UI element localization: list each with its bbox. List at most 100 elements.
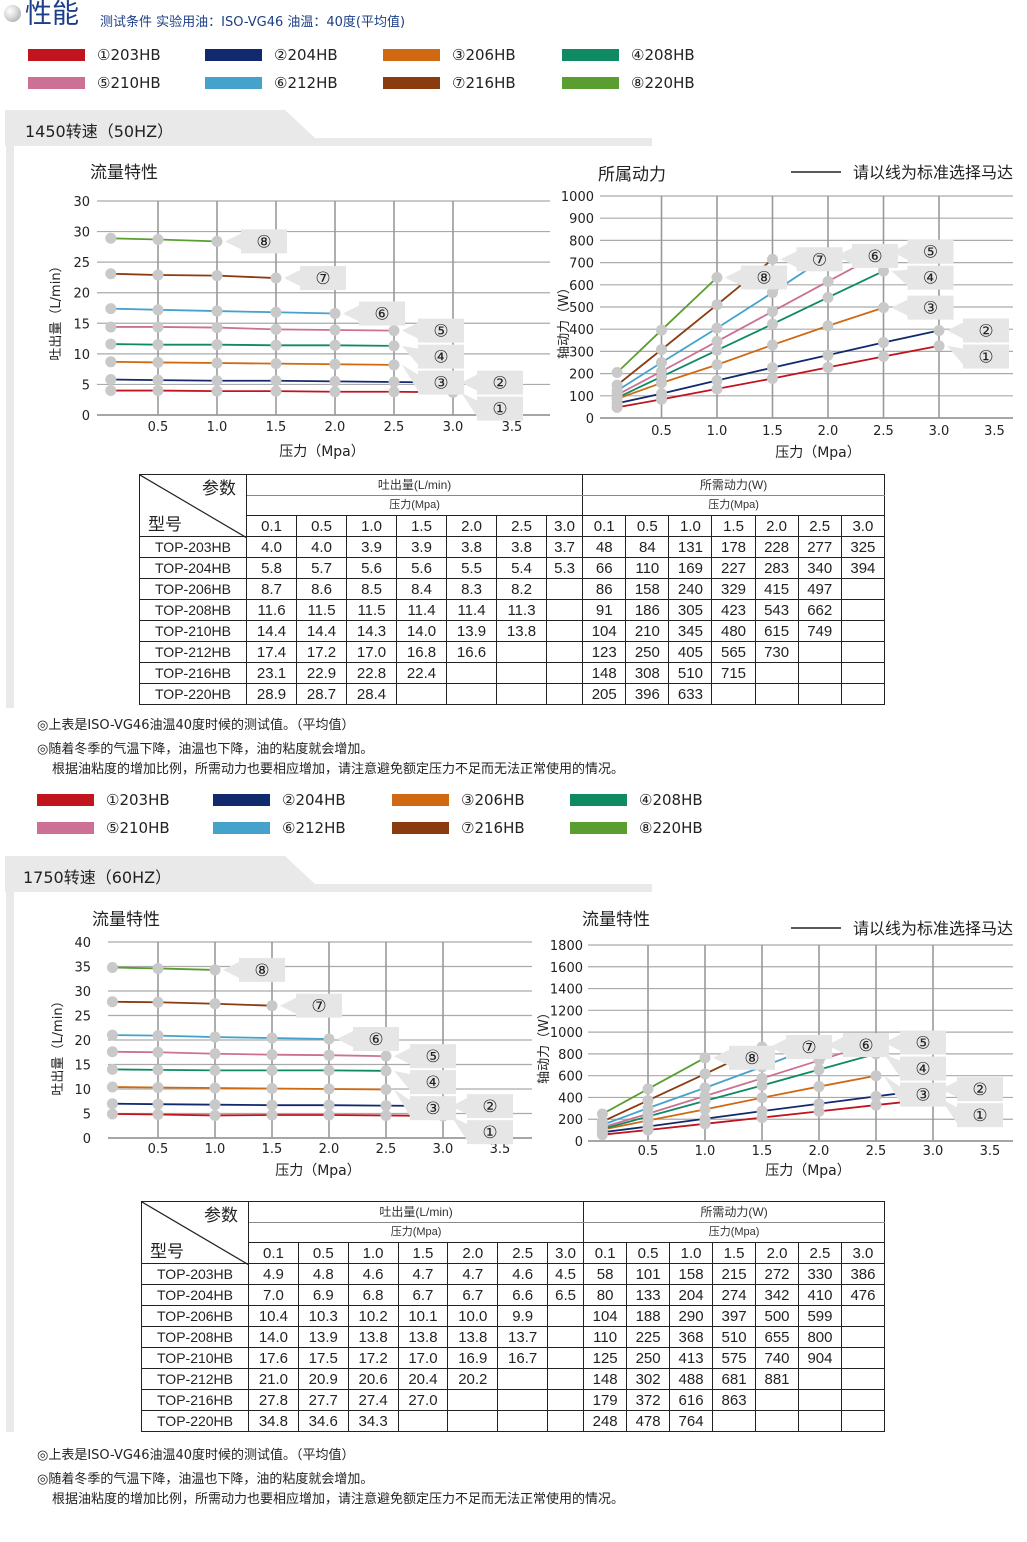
flow-cell: 17.2 <box>296 641 347 663</box>
power-cell: 179 <box>583 1389 628 1411</box>
pressure-column-header: 2.5 <box>497 1242 549 1264</box>
data-point <box>870 1099 882 1111</box>
data-point <box>106 1108 118 1120</box>
callout-number: ① <box>492 400 507 420</box>
series-callout: ③ <box>394 1089 456 1121</box>
table-row: TOP-204HB 7.0 6.9 6.8 6.7 6.7 6.6 6.5 80 133 204 27… <box>141 1284 886 1306</box>
series-line-5 <box>616 250 884 396</box>
flow-chart-50hz: 0 5 10 15 20 25 30 30 0.5 1.0 1.5 2.0 2.5 3.0 3.5 流量特性压… <box>49 163 550 460</box>
data-point <box>266 1099 278 1111</box>
flow-cell: 28.9 <box>246 683 297 705</box>
data-point <box>767 305 778 317</box>
flow-cell: 13.9 <box>446 620 497 642</box>
series-callout: ⑦ <box>284 266 346 291</box>
power-chart-50hz: 0 100 200 300 400 500 600 700 800 900 1000 0.5 1.0 1.… <box>557 163 1013 461</box>
data-point <box>266 1049 278 1061</box>
power-cell <box>797 641 842 663</box>
legend-item: ②204HB <box>213 791 346 809</box>
footnote: ◎上表是ISO-VG46油温40度时候的测试值。（平均值） <box>37 718 355 733</box>
power-cell: 277 <box>797 536 842 558</box>
table-row: TOP-206HB 10.4 10.3 10.2 10.1 10.0 9.9 104 188 29… <box>141 1305 886 1327</box>
callout-number: ② <box>972 1080 987 1100</box>
table-row: TOP-203HB 4.9 4.8 4.6 4.7 4.7 4.6 4.5 58 101 158 21… <box>141 1263 886 1285</box>
power-cell: 84 <box>625 536 670 558</box>
x-tick-label: 0.5 <box>148 1142 169 1157</box>
series-line-5 <box>110 326 395 332</box>
flow-cell: 22.4 <box>396 662 447 684</box>
power-cell: 615 <box>754 620 799 642</box>
table-row: TOP-208HB 11.6 11.5 11.5 11.4 11.4 11.3 91 186 30… <box>139 599 886 621</box>
series-callout: ④ <box>884 1053 946 1081</box>
flow-cell: 27.7 <box>297 1389 349 1411</box>
flow-cell: 11.4 <box>396 599 447 621</box>
power-cell: 881 <box>755 1368 799 1390</box>
power-cell: 250 <box>626 1347 671 1369</box>
power-cell <box>711 683 756 705</box>
power-cell: 655 <box>755 1326 799 1348</box>
data-point <box>380 1050 392 1062</box>
power-cell: 368 <box>669 1326 714 1348</box>
legend-label: ⑧220HB <box>639 819 703 837</box>
pressure-column-header: 1.0 <box>668 515 713 537</box>
data-point <box>266 1109 278 1121</box>
power-cell: 715 <box>711 662 756 684</box>
y-tick-label: 10 <box>74 1083 91 1098</box>
data-point <box>209 1082 221 1094</box>
data-point <box>209 1099 221 1111</box>
flow-cell <box>545 683 584 705</box>
model-cell: TOP-206HB <box>141 1305 249 1327</box>
flow-cell <box>446 683 497 705</box>
chart-title: 流量特性 <box>90 163 158 183</box>
flow-cell: 3.8 <box>496 536 547 558</box>
power-cell: 148 <box>582 662 627 684</box>
flow-cell <box>545 578 584 600</box>
data-point <box>270 385 282 397</box>
y-tick-label: 1000 <box>561 190 594 205</box>
callout-number: ③ <box>923 299 938 319</box>
power-cell <box>840 1305 886 1327</box>
data-point <box>105 385 117 397</box>
x-tick-label: 3.5 <box>502 420 523 435</box>
flow-cell: 5.5 <box>446 557 497 579</box>
data-point <box>152 1082 164 1094</box>
data-point <box>711 322 723 334</box>
flow-cell: 5.6 <box>346 557 397 579</box>
flow-cell: 6.8 <box>347 1284 399 1306</box>
data-point <box>699 1113 711 1125</box>
power-cell: 405 <box>668 641 713 663</box>
flow-cell: 20.4 <box>397 1368 449 1390</box>
data-point <box>211 322 223 334</box>
x-tick-label: 1.0 <box>707 424 728 439</box>
power-cell: 104 <box>582 620 627 642</box>
flow-cell: 10.2 <box>347 1305 399 1327</box>
data-point <box>211 270 223 282</box>
data-point <box>388 340 400 352</box>
page-title: 性能 <box>25 0 79 30</box>
data-point <box>699 1090 711 1102</box>
flow-cell: 14.4 <box>296 620 347 642</box>
data-point <box>270 272 282 284</box>
legend-item: ④208HB <box>562 46 695 64</box>
flow-cell: 14.0 <box>248 1326 299 1348</box>
data-point <box>388 359 400 371</box>
x-tick-label: 2.5 <box>873 424 894 439</box>
y-tick-label: 300 <box>569 345 594 360</box>
pressure-subheader: 压力(Mpa) <box>583 1222 885 1243</box>
series-line-5 <box>112 1050 387 1058</box>
data-point <box>822 361 834 373</box>
power-cell: 478 <box>626 1410 671 1432</box>
flow-cell: 5.6 <box>396 557 447 579</box>
data-point <box>105 268 117 280</box>
data-point <box>711 299 723 311</box>
data-point <box>767 372 778 384</box>
legend-label: ④208HB <box>631 46 695 64</box>
data-point <box>106 996 118 1008</box>
callout-number: ⑦ <box>315 269 330 289</box>
series-callout: ④ <box>402 344 464 369</box>
y-tick-label: 400 <box>569 323 594 338</box>
data-point <box>211 339 223 351</box>
data-point <box>152 996 164 1008</box>
power-cell: 225 <box>626 1326 671 1348</box>
data-point <box>329 324 341 336</box>
pressure-column-header: 1.5 <box>712 1242 757 1264</box>
